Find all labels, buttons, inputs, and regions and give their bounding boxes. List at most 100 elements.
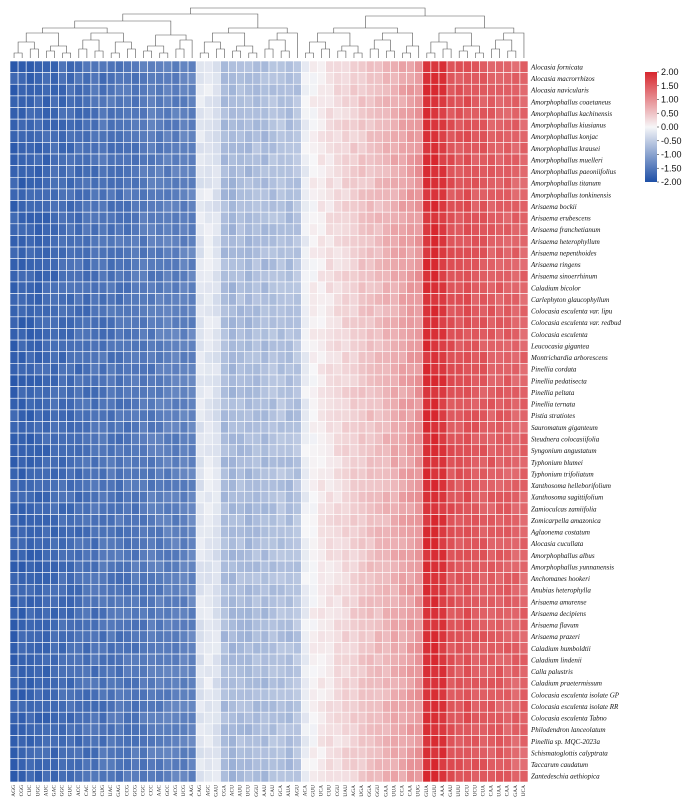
heatmap-cell — [471, 72, 480, 85]
heatmap-cell — [292, 95, 302, 108]
heatmap-cell — [82, 293, 92, 306]
heatmap-cell — [260, 235, 270, 248]
heatmap-cell — [33, 525, 43, 539]
heatmap-cell — [42, 688, 51, 701]
heatmap-cell — [244, 595, 254, 608]
heatmap-cell — [228, 642, 237, 655]
heatmap-cell — [42, 281, 51, 294]
heatmap-cell — [398, 328, 407, 341]
heatmap-cell — [33, 397, 43, 411]
heatmap-cell — [511, 560, 521, 573]
dendrogram-branch — [341, 45, 359, 53]
heatmap-cell — [357, 618, 367, 632]
heatmap-cell — [349, 363, 359, 376]
heatmap-cell — [82, 770, 92, 783]
heatmap-cell — [333, 83, 343, 97]
heatmap-cell — [357, 83, 367, 97]
heatmap-cell — [131, 188, 140, 201]
heatmap-cell — [284, 211, 294, 225]
heatmap-cell — [430, 514, 440, 527]
heatmap-cell — [50, 176, 59, 190]
heatmap-cell — [187, 339, 197, 353]
heatmap-cell — [511, 502, 521, 515]
heatmap-cell — [341, 549, 351, 562]
heatmap-cell — [147, 770, 156, 783]
heatmap-cell — [98, 421, 108, 434]
heatmap-cell — [479, 374, 488, 387]
heatmap-cell — [228, 316, 237, 329]
heatmap-cell — [446, 467, 456, 480]
heatmap-cell — [33, 467, 43, 480]
heatmap-cell — [244, 642, 254, 655]
column-label: GCA — [278, 785, 284, 796]
heatmap-cell — [155, 456, 165, 469]
heatmap-cell — [357, 595, 367, 608]
heatmap-cell — [98, 118, 108, 132]
heatmap-cell — [212, 200, 221, 213]
heatmap-cell — [25, 723, 35, 736]
heatmap-cell — [139, 432, 148, 446]
heatmap-cell — [430, 432, 440, 446]
heatmap-cell — [414, 735, 424, 748]
heatmap-cell — [438, 95, 448, 108]
heatmap-cell — [50, 374, 59, 387]
heatmap-cell — [487, 293, 496, 306]
heatmap-cell — [260, 584, 270, 597]
heatmap-cell — [42, 293, 51, 306]
heatmap-cell — [74, 549, 84, 562]
heatmap-cell — [74, 502, 84, 515]
heatmap-cell — [203, 514, 213, 527]
heatmap-cell — [309, 374, 318, 387]
column-label: AGC — [205, 785, 211, 797]
heatmap-cell — [301, 270, 310, 283]
heatmap-cell — [220, 386, 229, 399]
heatmap-cell — [147, 328, 156, 341]
heatmap-cell — [139, 549, 148, 562]
heatmap-cell — [373, 607, 383, 620]
heatmap-cell — [511, 142, 521, 155]
heatmap-cell — [292, 60, 302, 73]
heatmap-cell — [42, 677, 51, 690]
heatmap-cell — [58, 456, 67, 469]
heatmap-cell — [446, 316, 456, 329]
heatmap-cell — [357, 258, 367, 271]
heatmap-cell — [511, 397, 521, 411]
heatmap-cell — [123, 665, 132, 678]
heatmap-cell — [260, 607, 270, 620]
heatmap-cell — [74, 200, 84, 213]
heatmap-cell — [373, 176, 383, 190]
heatmap-cell — [341, 211, 351, 225]
heatmap-cell — [365, 677, 375, 690]
heatmap-cell — [495, 363, 505, 376]
heatmap-cell — [382, 607, 391, 620]
heatmap-cell — [147, 723, 156, 736]
heatmap-cell — [98, 758, 108, 771]
heatmap-cell — [179, 176, 189, 190]
heatmap-cell — [462, 95, 472, 108]
heatmap-cell — [187, 351, 197, 364]
heatmap-cell — [349, 456, 359, 469]
heatmap-cell — [268, 537, 278, 550]
heatmap-cell — [171, 107, 181, 120]
heatmap-cell — [90, 572, 100, 585]
heatmap-cell — [333, 572, 343, 585]
heatmap-cell — [292, 758, 302, 771]
heatmap-cell — [398, 235, 407, 248]
heatmap-cell — [365, 607, 375, 620]
heatmap-cell — [25, 351, 35, 364]
heatmap-cell — [74, 95, 84, 108]
heatmap-cell — [349, 444, 359, 457]
heatmap-cell — [114, 397, 124, 411]
column-label: GAC — [51, 785, 57, 797]
heatmap-cell — [195, 118, 205, 132]
heatmap-cell — [74, 211, 84, 225]
heatmap-cell — [373, 293, 383, 306]
heatmap-cell — [301, 677, 310, 690]
heatmap-cell — [252, 746, 262, 760]
heatmap-cell — [422, 665, 432, 678]
heatmap-cell — [503, 432, 513, 446]
heatmap-cell — [252, 467, 262, 480]
heatmap-cell — [446, 374, 456, 387]
heatmap-cell — [90, 421, 100, 434]
heatmap-cell — [341, 83, 351, 97]
